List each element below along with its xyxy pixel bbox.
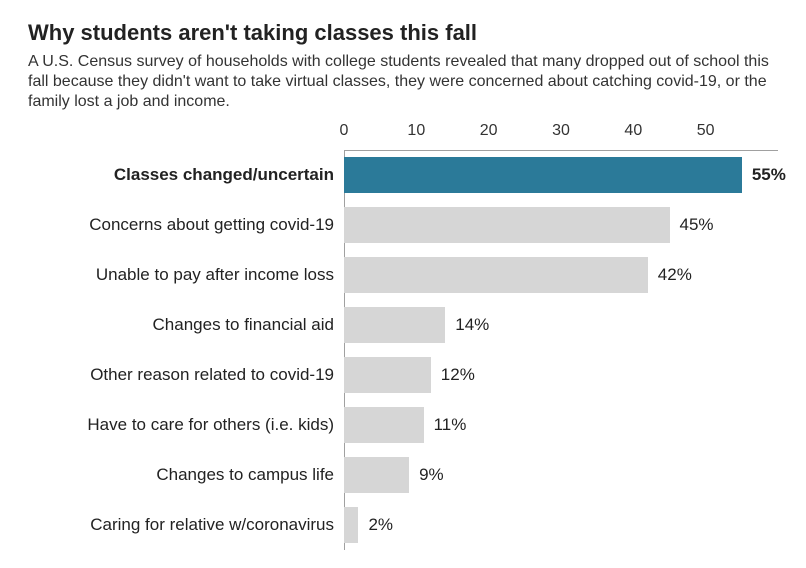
bar-value: 2% — [358, 515, 393, 535]
bar-row: 42% — [344, 250, 778, 300]
bar-row: 2% — [344, 500, 778, 550]
chart-area: Classes changed/uncertain Concerns about … — [28, 122, 778, 550]
bar-label: Classes changed/uncertain — [28, 165, 334, 185]
bar-value: 9% — [409, 465, 444, 485]
x-tick: 40 — [624, 122, 642, 140]
bar: 45% — [344, 207, 670, 243]
bar-row: 11% — [344, 400, 778, 450]
bar-label: Changes to financial aid — [28, 315, 334, 335]
chart-subtitle: A U.S. Census survey of households with … — [28, 52, 778, 112]
bar-row: 45% — [344, 200, 778, 250]
bar-row: 14% — [344, 300, 778, 350]
bar-row: 55% — [344, 150, 778, 200]
bar: 9% — [344, 457, 409, 493]
bar-value: 12% — [431, 365, 475, 385]
bar: 11% — [344, 407, 424, 443]
bar-row: 9% — [344, 450, 778, 500]
bar-label: Changes to campus life — [28, 465, 334, 485]
bar: 42% — [344, 257, 648, 293]
bar: 12% — [344, 357, 431, 393]
bar-label: Caring for relative w/coronavirus — [28, 515, 334, 535]
bar-label: Other reason related to covid-19 — [28, 365, 334, 385]
bar-highlighted: 55% — [344, 157, 742, 193]
bar: 14% — [344, 307, 445, 343]
bar-label: Concerns about getting covid-19 — [28, 215, 334, 235]
bar-label: Unable to pay after income loss — [28, 265, 334, 285]
x-tick: 20 — [480, 122, 498, 140]
bar-label: Have to care for others (i.e. kids) — [28, 415, 334, 435]
chart-title: Why students aren't taking classes this … — [28, 20, 778, 46]
bar: 2% — [344, 507, 358, 543]
x-tick: 50 — [697, 122, 715, 140]
bar-value: 14% — [445, 315, 489, 335]
bar-value: 11% — [424, 415, 467, 435]
x-tick: 0 — [340, 122, 349, 140]
bar-value: 42% — [648, 265, 692, 285]
x-tick: 30 — [552, 122, 570, 140]
labels-column: Classes changed/uncertain Concerns about … — [28, 122, 344, 550]
bars-column: 01020304050 55%45%42%14%12%11%9%2% — [344, 122, 778, 550]
bar-value: 45% — [670, 215, 714, 235]
bar-row: 12% — [344, 350, 778, 400]
x-tick: 10 — [407, 122, 425, 140]
bar-value: 55% — [742, 165, 786, 185]
x-axis: 01020304050 — [344, 122, 778, 150]
